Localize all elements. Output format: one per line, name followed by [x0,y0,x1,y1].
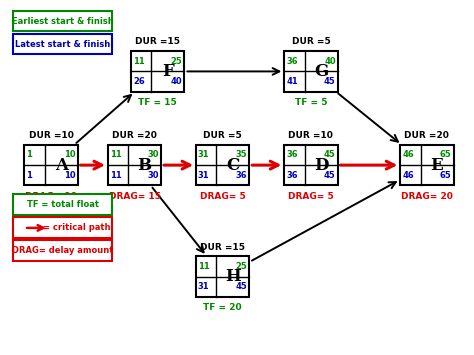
Bar [131,51,184,92]
Text: 36: 36 [286,171,298,180]
Text: C: C [226,157,239,174]
Text: 45: 45 [236,282,247,291]
Text: DUR =5: DUR =5 [292,38,330,47]
Text: DUR =5: DUR =5 [203,131,242,140]
Text: Latest start & finish: Latest start & finish [15,39,110,49]
Text: DRAG= 15: DRAG= 15 [109,192,161,201]
Bar [24,145,78,185]
Text: 11: 11 [110,171,121,180]
Bar [196,256,249,297]
FancyBboxPatch shape [13,11,112,32]
Text: B: B [137,157,152,174]
Bar [108,145,161,185]
Text: TF = 20: TF = 20 [203,303,242,312]
Text: 30: 30 [148,171,159,180]
Text: 11: 11 [133,57,145,66]
Text: 65: 65 [440,151,452,159]
Text: DRAG= 5: DRAG= 5 [200,192,246,201]
Text: 31: 31 [198,282,210,291]
Text: DUR =10: DUR =10 [289,131,333,140]
Text: DUR =15: DUR =15 [135,38,180,47]
Text: 25: 25 [171,57,182,66]
Text: 31: 31 [198,151,210,159]
Text: 36: 36 [286,57,298,66]
Text: 40: 40 [324,57,336,66]
Text: DUR =15: DUR =15 [200,242,245,252]
Text: E: E [431,157,443,174]
Text: 45: 45 [324,151,336,159]
Text: 11: 11 [198,262,210,271]
FancyBboxPatch shape [13,34,112,54]
Text: 31: 31 [198,171,210,180]
Text: 26: 26 [133,77,145,86]
Text: DRAG= 10: DRAG= 10 [25,192,77,201]
Text: 36: 36 [236,171,247,180]
Text: DRAG= 5: DRAG= 5 [288,192,334,201]
Text: DRAG= 20: DRAG= 20 [401,192,453,201]
Text: DRAG= delay amount: DRAG= delay amount [12,246,113,255]
Text: 10: 10 [64,151,76,159]
Text: TF = 15: TF = 15 [138,98,177,107]
Text: 45: 45 [324,77,336,86]
FancyBboxPatch shape [13,218,112,238]
Text: H: H [225,268,241,285]
Text: 11: 11 [110,151,121,159]
Text: = critical path: = critical path [43,223,110,233]
Text: 45: 45 [324,171,336,180]
Text: TF = 5: TF = 5 [295,98,327,107]
Text: 1: 1 [26,171,32,180]
Text: DUR =20: DUR =20 [404,131,449,140]
Text: 1: 1 [26,151,32,159]
Bar [400,145,454,185]
Text: 46: 46 [402,151,414,159]
FancyBboxPatch shape [13,195,112,215]
Text: 10: 10 [64,171,76,180]
Text: 40: 40 [171,77,182,86]
Bar [196,145,249,185]
Bar [284,145,337,185]
Text: 36: 36 [286,151,298,159]
Text: 30: 30 [148,151,159,159]
Text: 41: 41 [286,77,298,86]
Text: 25: 25 [236,262,247,271]
Text: TF = total float: TF = total float [27,201,99,209]
Text: G: G [314,63,328,80]
Text: 35: 35 [236,151,247,159]
FancyBboxPatch shape [13,240,112,261]
Text: DUR =20: DUR =20 [112,131,157,140]
Text: D: D [314,157,328,174]
Text: F: F [162,63,174,80]
Text: Earliest start & finish: Earliest start & finish [12,17,114,26]
Text: A: A [55,157,68,174]
Bar [284,51,337,92]
Text: DUR =10: DUR =10 [28,131,73,140]
Text: 65: 65 [440,171,452,180]
Text: 46: 46 [402,171,414,180]
